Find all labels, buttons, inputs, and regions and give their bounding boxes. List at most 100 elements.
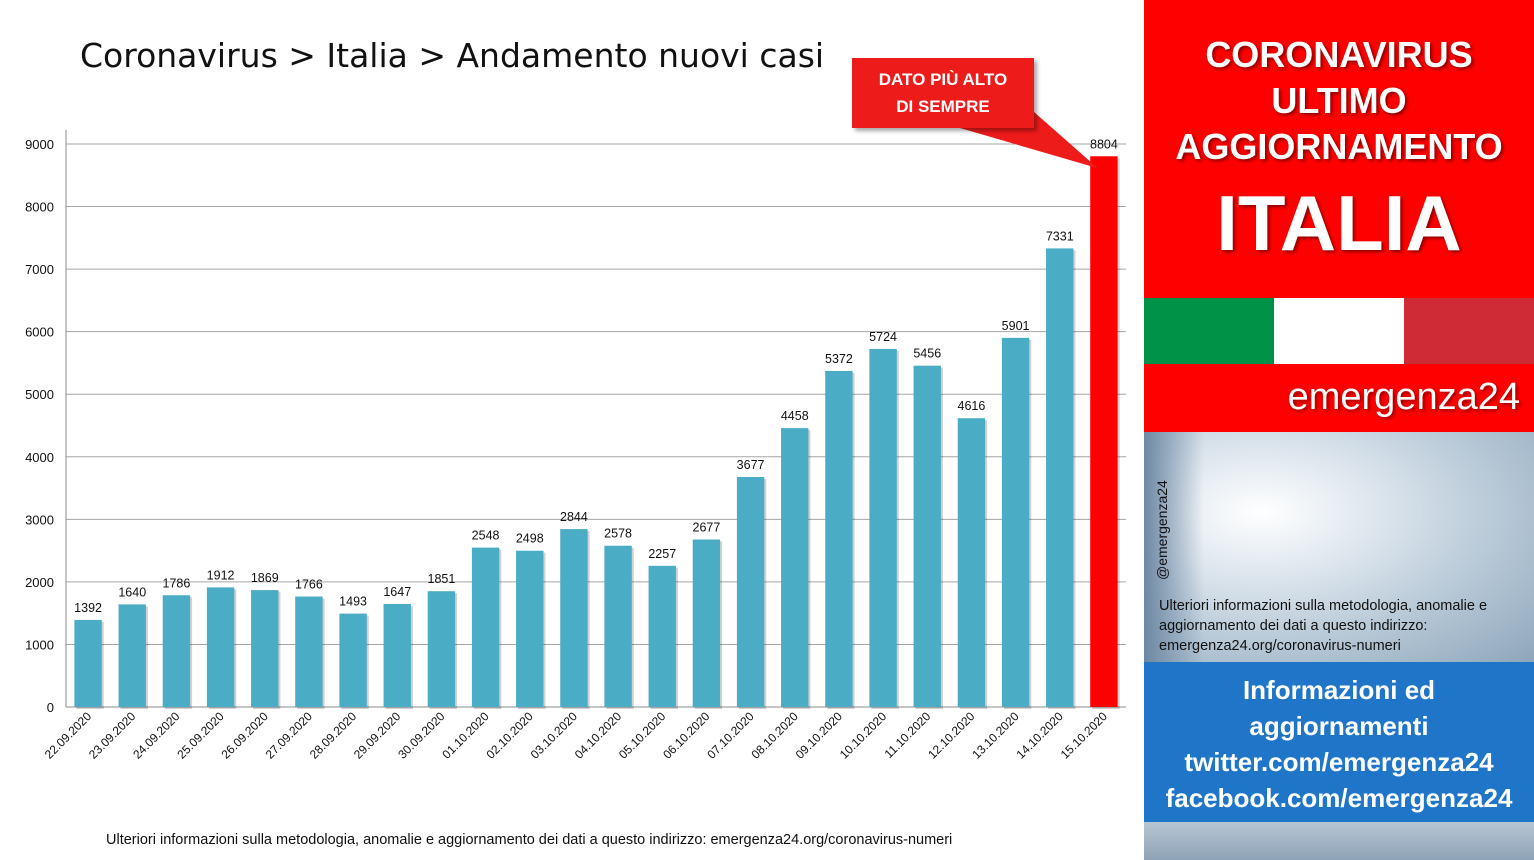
panel-line-3: AGGIORNAMENTO [1175,126,1503,167]
data-label: 2578 [604,527,632,541]
bar [251,590,279,707]
bottom-photo-strip [1144,822,1534,860]
y-tick-label: 9000 [25,137,54,152]
panel-info-text: Ulteriori informazioni sulla metodologia… [1159,598,1488,654]
data-label: 1912 [207,568,235,582]
y-tick-label: 4000 [25,450,54,465]
data-label: 2257 [648,547,676,561]
panel-line-1: CORONAVIRUS [1205,34,1473,75]
photo-shade [1144,432,1204,662]
brand-name: emergenza24 [1287,376,1520,418]
data-label: 5724 [869,330,897,344]
data-label: 1640 [118,585,146,599]
bar [74,619,102,707]
social-handle-text: @emergenza24 [1154,480,1170,580]
twitter-link[interactable]: twitter.com/emergenza24 [1184,747,1494,777]
footnote: Ulteriori informazioni sulla metodologia… [106,832,953,848]
x-tick-label: 28.09.2020 [307,709,360,762]
bar [1090,156,1118,708]
callout-highest-value: DATO PIÙ ALTO DI SEMPRE [852,58,1034,128]
bar [162,595,191,707]
panel-line-2: ULTIMO [1271,80,1407,121]
data-label: 1493 [339,595,367,609]
data-label: 5901 [1002,319,1030,333]
x-tick-label: 25.09.2020 [174,709,227,762]
bar [957,418,986,707]
y-tick-label: 7000 [25,262,54,277]
x-tick-label: 01.10.2020 [439,709,492,762]
data-label: 2498 [516,532,544,546]
data-label: 5372 [825,352,853,366]
chart-title: Coronavirus > Italia > Andamento nuovi c… [80,36,825,75]
bar [339,613,367,707]
data-label: 4458 [781,409,809,423]
x-tick-label: 29.09.2020 [351,709,404,762]
bar-chart: 0 1000 2000 3000 4000 5000 6000 7000 8000 9000 139… [25,112,1126,762]
x-tick-label: 14.10.2020 [1014,709,1067,762]
data-label: 5456 [913,347,941,361]
data-label: 2677 [693,521,721,535]
flag-green-stripe [1144,298,1274,364]
x-tick-label: 23.09.2020 [86,709,139,762]
x-tick-label: 02.10.2020 [484,709,537,762]
bar [1046,248,1074,708]
callout-line-2: DI SEMPRE [896,97,990,116]
facebook-link[interactable]: facebook.com/emergenza24 [1165,783,1513,813]
y-tick-label: 8000 [25,200,54,215]
y-tick-label: 1000 [25,637,54,652]
x-tick-label: 27.09.2020 [263,709,316,762]
brand-band: emergenza24 [1144,364,1534,432]
x-tick-label: 10.10.2020 [837,709,890,762]
y-tick-label: 2000 [25,575,54,590]
flag-red-stripe [1404,298,1534,364]
data-label: 1647 [383,585,411,599]
y-tick-label: 0 [47,700,54,715]
x-tick-label: 22.09.2020 [42,709,95,762]
background-photo [1144,432,1534,662]
data-label: 1851 [428,572,456,586]
x-tick-label: 30.09.2020 [395,709,448,762]
bar [560,529,588,707]
data-label: 1766 [295,578,323,592]
bar [913,365,941,707]
data-label: 1392 [74,601,102,615]
bar [869,348,897,707]
y-tick-label: 3000 [25,512,54,527]
callout-line-1: DATO PIÙ ALTO [878,70,1008,89]
x-tick-label: 03.10.2020 [528,709,581,762]
bar [692,539,721,707]
data-label: 1869 [251,571,279,585]
x-tick-label: 13.10.2020 [969,709,1022,762]
data-label: 7331 [1046,229,1074,243]
social-line-2: aggiornamenti [1249,711,1429,741]
bar [383,603,411,707]
social-handle: @emergenza24 [1154,460,1178,580]
social-links-box: Informazioni ed aggiornamenti twitter.co… [1144,662,1534,822]
italian-flag [1144,298,1534,364]
data-label: 1786 [163,576,191,590]
chart-area: Coronavirus > Italia > Andamento nuovi c… [25,36,1126,848]
bar [736,476,765,707]
x-tick-label: 05.10.2020 [616,709,669,762]
y-tick-label: 6000 [25,325,54,340]
y-tick-label: 5000 [25,387,54,402]
bar [825,370,853,707]
flag-white-stripe [1274,298,1404,364]
x-tick-label: 06.10.2020 [660,709,713,762]
x-tick-label: 07.10.2020 [704,709,757,762]
bar [206,587,235,707]
x-tick-label: 12.10.2020 [925,709,978,762]
social-line-1: Informazioni ed [1242,675,1436,705]
x-tick-label: 24.09.2020 [130,709,183,762]
bar [471,547,500,707]
data-label: 4616 [958,399,986,413]
bar [516,550,544,707]
x-tick-label: 09.10.2020 [793,709,846,762]
data-label: 2844 [560,510,588,524]
panel-country: ITALIA [1216,179,1462,267]
x-tick-label: 08.10.2020 [749,709,802,762]
data-label: 2548 [472,529,500,543]
bar [781,428,809,707]
x-tick-label: 15.10.2020 [1058,709,1111,762]
bar [648,565,676,707]
